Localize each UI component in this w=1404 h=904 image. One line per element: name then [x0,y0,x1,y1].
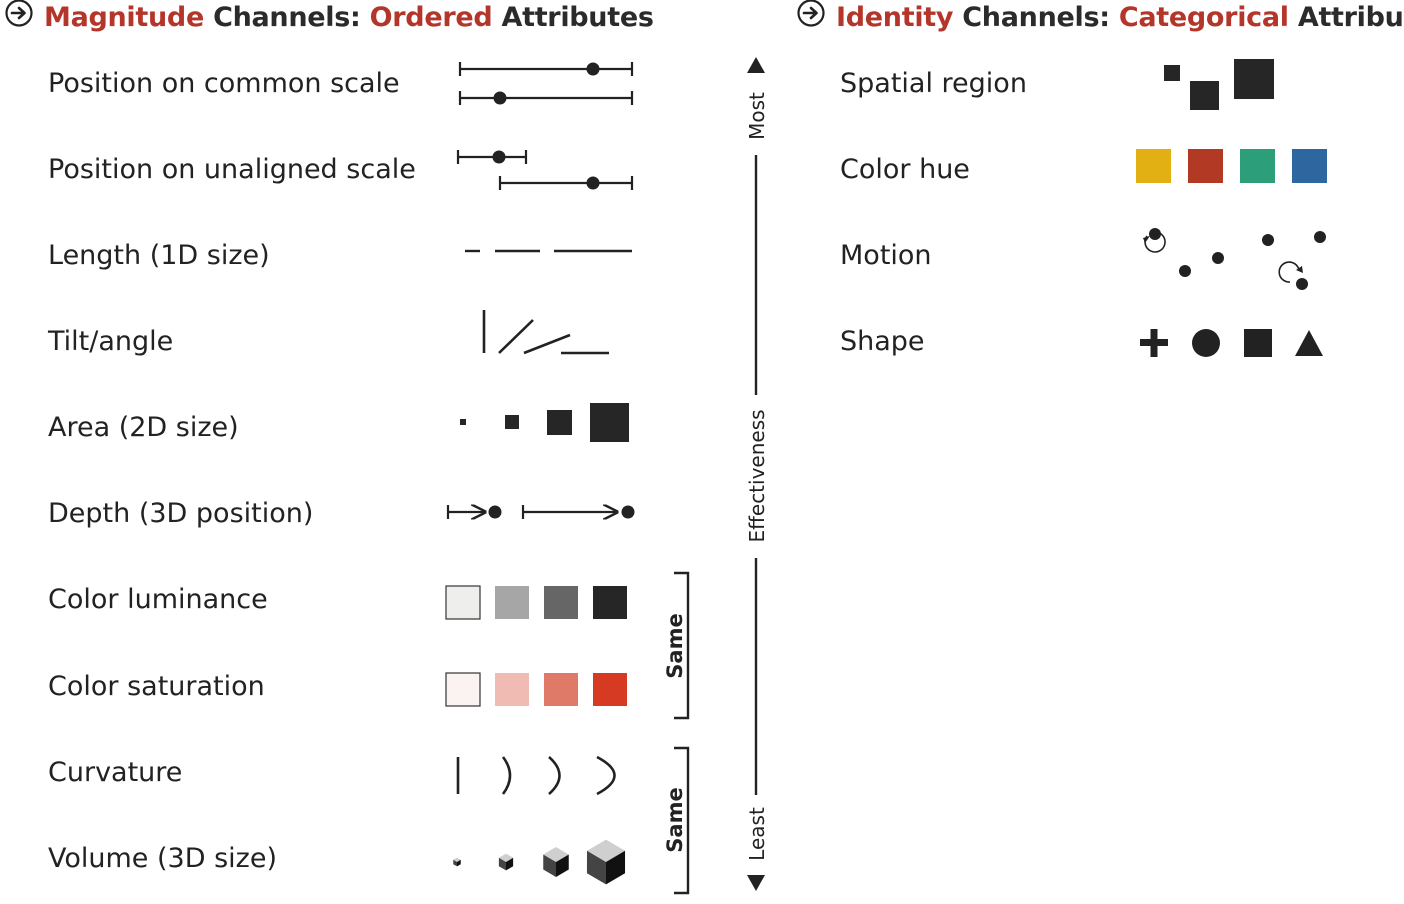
title-attributes-word: Attributes [501,2,654,33]
row-label-volume: Volume (3D size) [48,843,277,874]
glyph-tilt [482,310,609,355]
row-label-position-common: Position on common scale [48,68,400,99]
glyph-motion [1143,228,1326,290]
triangle-icon [1295,330,1323,356]
circle-arrow-right-icon [4,0,34,35]
row-label-curvature: Curvature [48,757,183,788]
row-label-shape: Shape [840,326,925,357]
circle-icon [1192,329,1220,357]
row-label-spatial-region: Spatial region [840,68,1027,99]
axis-effectiveness-label: Effectiveness [745,409,769,542]
title-channels-word-right: Channels: [962,2,1110,33]
row-label-depth: Depth (3D position) [48,498,314,529]
glyph-shape [1140,329,1323,357]
title-magnitude-word: Magnitude [44,2,204,33]
title-channels-word: Channels: [213,2,361,33]
glyph-curvature [456,755,616,796]
title-categorical-word: Categorical [1118,2,1289,33]
square-icon [1244,329,1272,357]
axis-most-label: Most [745,92,769,140]
row-label-color-hue: Color hue [840,154,970,185]
glyph-color-hue [1136,149,1327,183]
glyph-color-luminance [445,585,627,620]
row-label-motion: Motion [840,240,932,271]
glyph-color-saturation [445,672,627,707]
glyph-area [460,403,629,442]
glyph-position-common [458,62,634,105]
row-label-area: Area (2D size) [48,412,239,443]
rotate-arrow-icon [1143,231,1166,253]
title-ordered-word: Ordered [369,2,493,33]
same-bracket-upper: Same [663,571,690,720]
glyph-volume [453,839,626,885]
same-label-upper: Same [663,613,687,678]
title-identity-word: Identity [836,2,954,33]
title-attributes-word-right: Attributes [1297,2,1404,33]
row-label-color-luminance: Color luminance [48,584,268,615]
axis-least-label: Least [745,807,769,861]
glyph-spatial-region [1164,59,1274,110]
glyph-depth [446,505,635,519]
effectiveness-axis: Most Effectiveness Least [745,57,769,891]
row-label-color-saturation: Color saturation [48,671,265,702]
rotate-arrow-icon [1278,261,1303,283]
circle-arrow-right-icon [796,0,826,35]
same-label-lower: Same [663,787,687,852]
glyph-position-unaligned [456,150,634,190]
row-label-tilt: Tilt/angle [48,326,174,357]
magnitude-channels-title: Magnitude Channels: Ordered Attributes [4,0,654,35]
arrow-up-icon [747,57,765,73]
row-label-length: Length (1D size) [48,240,270,271]
arrow-down-icon [747,875,765,891]
plus-icon [1140,329,1168,357]
row-label-position-unaligned: Position on unaligned scale [48,154,416,185]
same-bracket-lower: Same [663,746,690,895]
identity-channels-title: Identity Channels: Categorical Attribute… [796,0,1404,35]
